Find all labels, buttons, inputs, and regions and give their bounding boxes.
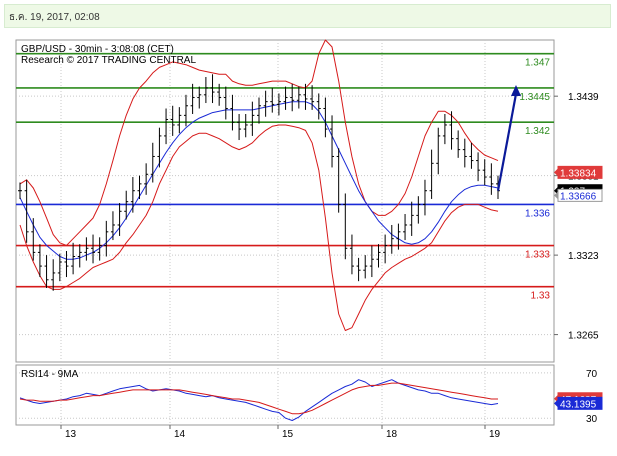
x-tick-label: 13 [65, 429, 77, 440]
forecast-arrowhead [511, 84, 521, 96]
level-label: 1.333 [525, 250, 550, 261]
y-tick-label: 1.3265 [568, 331, 599, 342]
value-tag-pointer [554, 168, 558, 177]
series-rsi-ma [19, 382, 498, 415]
price-series-layer [18, 39, 521, 331]
level-label: 1.342 [525, 126, 550, 137]
level-label: 1.3445 [519, 92, 550, 103]
value-tag-label: 1.33834 [560, 168, 597, 179]
x-tick-label: 18 [386, 429, 398, 440]
rsi-grid [16, 365, 554, 425]
x-tick-label: 15 [282, 429, 294, 440]
value-tag-pointer [554, 399, 558, 408]
rsi-title: RSI14 - 9MA [21, 369, 79, 380]
series-bollinger-lower [19, 124, 499, 331]
series-bollinger-upper [19, 39, 499, 246]
y-tick-label: 1.3323 [568, 251, 599, 262]
value-tag-label: 43.1395 [560, 399, 597, 410]
forecast-arrow-line [496, 93, 518, 191]
x-tick-label: 19 [489, 429, 501, 440]
level-label: 1.347 [525, 58, 550, 69]
price-panel-frame [15, 39, 555, 363]
timestamp-bar: ธ.ค. 19, 2017, 02:08 [4, 4, 611, 28]
value-tag-label: 1.33666 [560, 191, 597, 202]
level-label: 1.33 [531, 291, 551, 302]
chart-subtitle: Research © 2017 TRADING CENTRAL [21, 55, 196, 66]
level-label: 1.336 [525, 208, 550, 219]
y-tick-label: 1.3439 [568, 92, 599, 103]
chart-title: GBP/USD - 30min - 3:08:08 (CET) [21, 44, 174, 55]
value-tag-pointer [554, 191, 558, 200]
timestamp-text: ธ.ค. 19, 2017, 02:08 [9, 12, 100, 23]
rsi-series-layer [19, 379, 499, 421]
rsi-tick-label: 30 [586, 414, 598, 425]
rsi-tick-label: 70 [586, 369, 598, 380]
x-tick-label: 14 [174, 429, 186, 440]
